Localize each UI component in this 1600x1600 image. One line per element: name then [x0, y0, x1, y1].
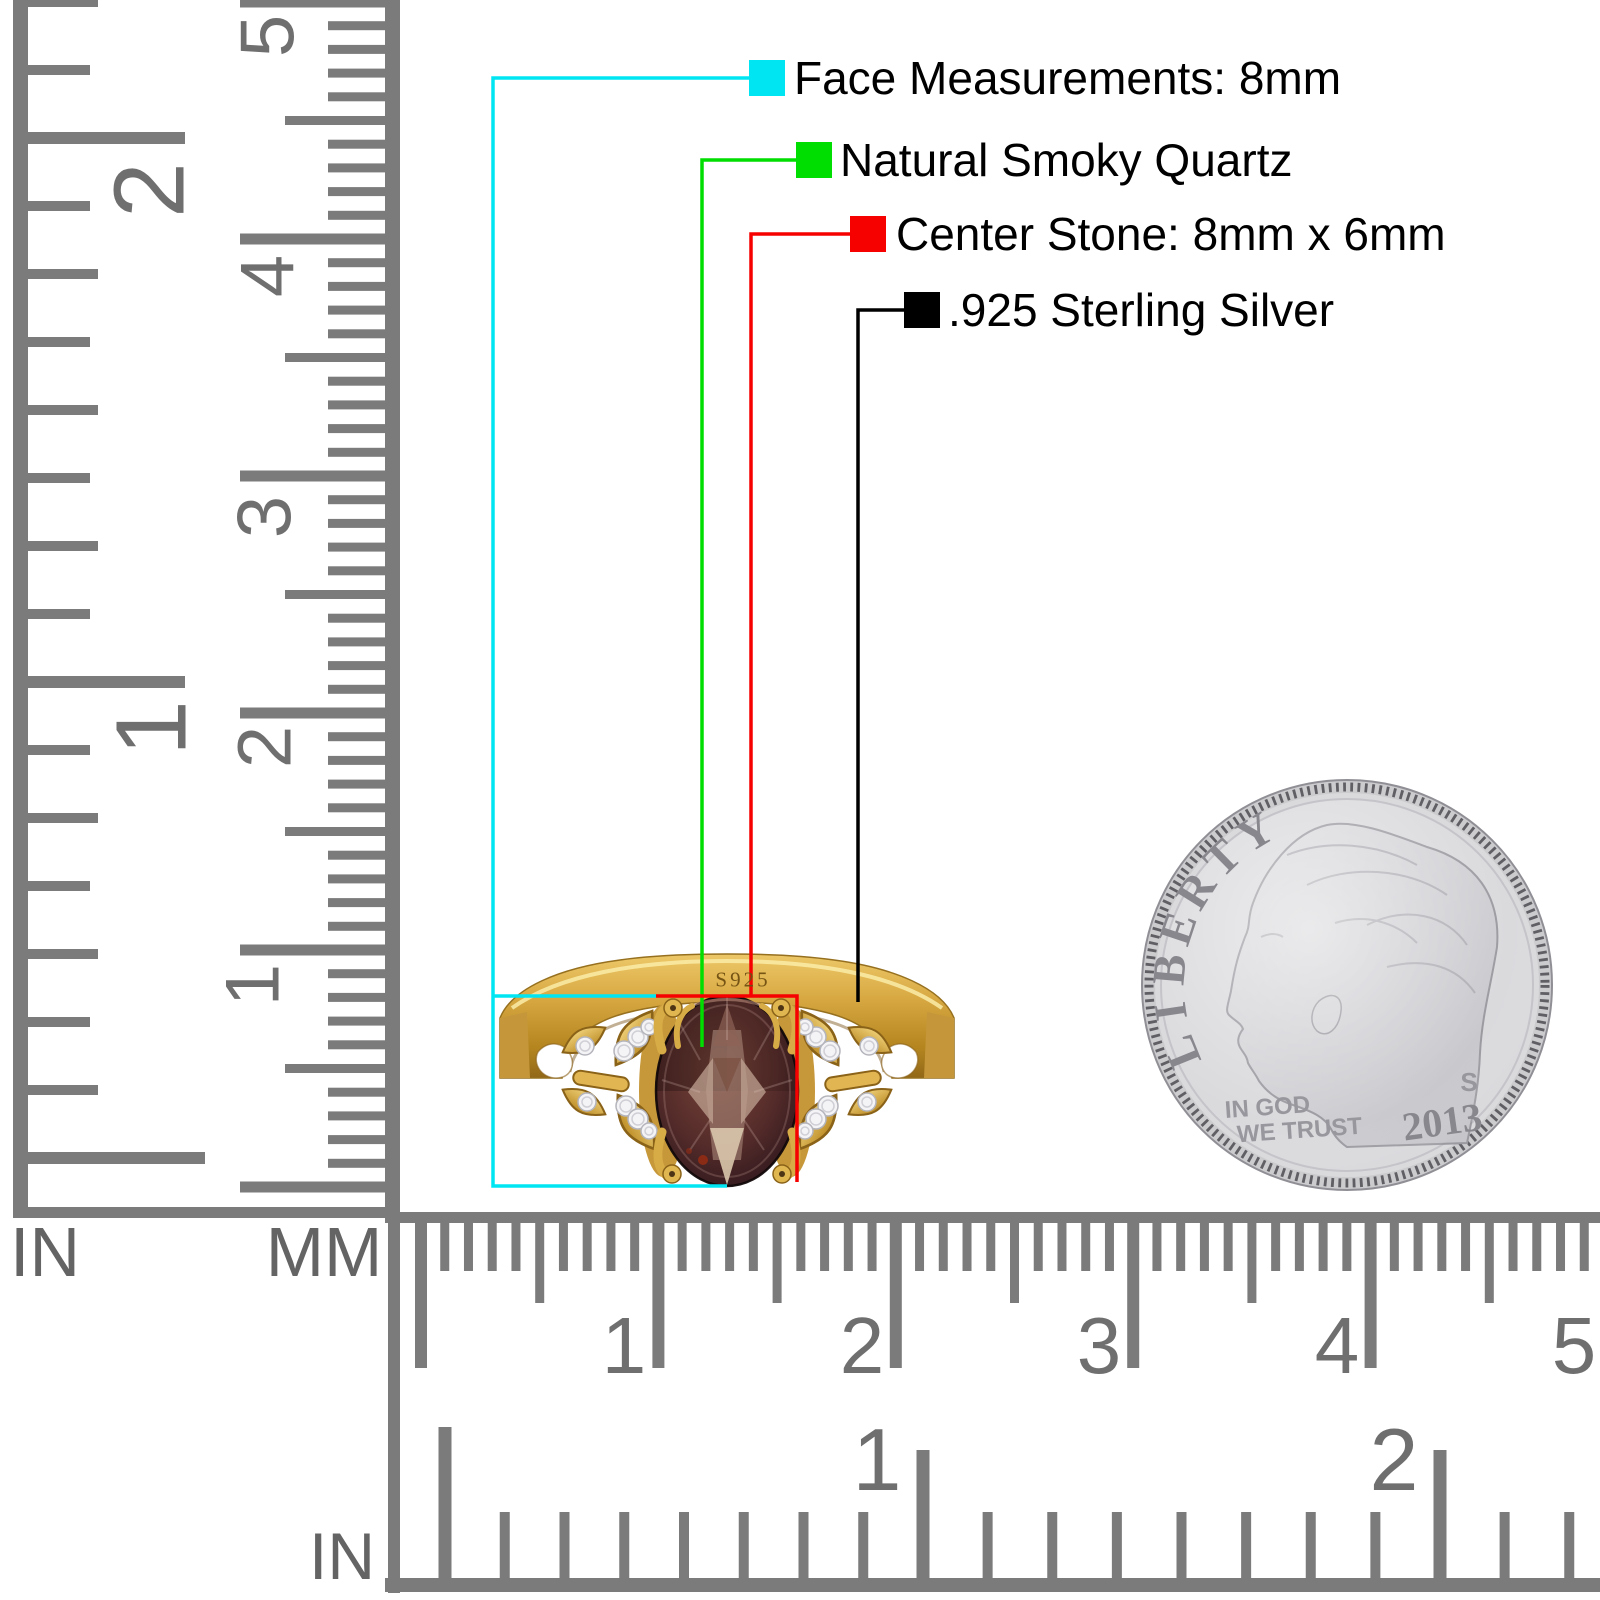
band-highlight — [510, 958, 944, 1010]
center-stone — [654, 994, 800, 1188]
svg-text:B: B — [1142, 952, 1195, 987]
vertical-ruler-left-edge — [13, 0, 28, 1218]
hruler-cm-3: 3 — [1076, 1301, 1122, 1390]
hruler-cm-5: 5 — [1551, 1301, 1597, 1390]
band-left-end-face — [500, 1012, 530, 1078]
accent-stones — [575, 1018, 879, 1140]
band-right-end-face — [924, 1012, 954, 1078]
hruler-inch-2: 2 — [1369, 1410, 1419, 1509]
horizontal-ruler — [385, 1212, 1600, 1593]
horizontal-ruler-top-edge — [385, 1212, 1600, 1223]
coin-mint-mark: S — [1460, 1067, 1477, 1097]
callout-line-stone — [656, 232, 850, 1182]
vruler-cm-5: 5 — [225, 14, 311, 58]
ring-engraving: S925 — [715, 967, 771, 992]
hruler-cm-2: 2 — [839, 1301, 885, 1390]
callout-label-silver: .925 Sterling Silver — [948, 284, 1335, 336]
coin-year: 2013 — [1399, 1094, 1484, 1150]
horizontal-ruler-bottom-edge — [385, 1578, 1600, 1592]
hruler-in-unit: IN — [309, 1519, 375, 1593]
callout-label-quartz: Natural Smoky Quartz — [840, 134, 1293, 186]
vertical-ruler-right-edge — [385, 0, 400, 1218]
coin-motto-line1: IN GOD — [1224, 1091, 1311, 1124]
horizontal-ruler-left-edge — [388, 1212, 400, 1593]
callout-line-face — [491, 76, 749, 1188]
callout-swatch-face — [749, 60, 785, 96]
vruler-in-unit: IN — [10, 1213, 80, 1291]
vruler-cm-2: 2 — [222, 725, 308, 769]
horizontal-ruler-ticks — [415, 1223, 1589, 1581]
callout-lines — [491, 76, 904, 1188]
callout-line-silver — [856, 308, 904, 1002]
vertical-ruler-bottom-edge — [13, 1207, 400, 1218]
ring — [499, 953, 955, 1188]
vruler-cm-3: 3 — [222, 495, 308, 539]
callout-swatch-quartz — [796, 142, 832, 178]
vruler-inch-2: 2 — [93, 162, 206, 218]
vruler-inch-1: 1 — [95, 700, 208, 756]
vertical-ruler-ticks — [28, 0, 385, 1193]
vruler-cm-4: 4 — [225, 254, 311, 298]
vruler-cm-1: 1 — [210, 963, 296, 1007]
callout-swatch-stone — [850, 216, 886, 252]
callout-swatch-silver — [904, 292, 940, 328]
vruler-mm-unit: MM — [265, 1213, 383, 1291]
coin-reeded-edge — [1144, 782, 1550, 1188]
hruler-cm-4: 4 — [1314, 1301, 1360, 1390]
hruler-cm-1: 1 — [601, 1301, 647, 1390]
hruler-inch-1: 1 — [852, 1410, 902, 1509]
callout-label-stone: Center Stone: 8mm x 6mm — [896, 208, 1446, 260]
vertical-ruler — [13, 0, 400, 1218]
callout-label-face: Face Measurements: 8mm — [794, 52, 1342, 104]
callout-line-quartz — [700, 158, 796, 1047]
